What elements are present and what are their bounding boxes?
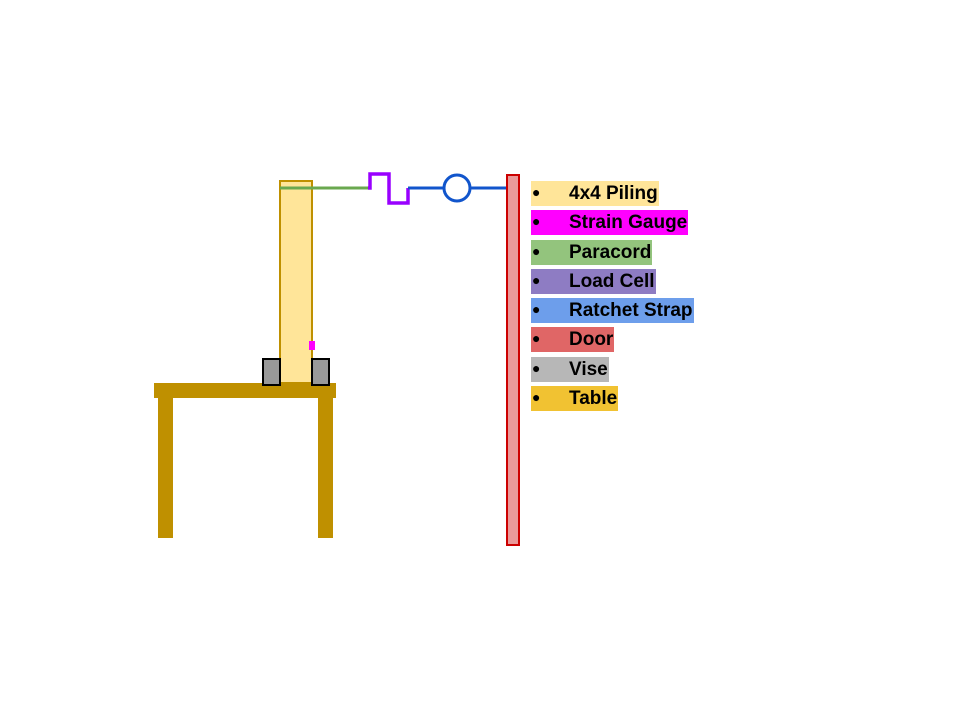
bullet-icon: ● bbox=[532, 213, 541, 230]
bullet-icon: ● bbox=[532, 359, 541, 376]
ratchet-strap bbox=[408, 173, 507, 203]
legend-item-ratchet-strap: ● Ratchet Strap bbox=[531, 298, 694, 327]
legend-label: Strain Gauge bbox=[569, 212, 688, 234]
bullet-icon: ● bbox=[532, 184, 541, 200]
legend-item-paracord: ● Paracord bbox=[531, 239, 694, 269]
legend-chip: ● Ratchet Strap bbox=[531, 298, 694, 324]
legend-item-vise: ● Vise bbox=[531, 356, 694, 386]
door bbox=[506, 174, 520, 546]
legend-item-load-cell: ● Load Cell bbox=[531, 268, 694, 298]
ratchet-strap-ring bbox=[442, 173, 472, 203]
legend-chip: ● Strain Gauge bbox=[531, 210, 689, 236]
legend-chip: ● Table bbox=[531, 386, 619, 412]
bullet-icon: ● bbox=[532, 330, 541, 347]
legend-chip: ● Load Cell bbox=[531, 268, 656, 294]
legend-chip: ● Door bbox=[531, 327, 615, 353]
bullet-icon: ● bbox=[532, 271, 541, 288]
legend-item-strain-gauge: ● Strain Gauge bbox=[531, 210, 694, 239]
table-top bbox=[154, 383, 336, 398]
legend-label: Door bbox=[569, 329, 614, 351]
legend-label: 4x4 Piling bbox=[569, 183, 658, 204]
legend-label: Ratchet Strap bbox=[569, 300, 693, 322]
legend: ● 4x4 Piling ● Strain Gauge ● Paracord ● Load C… bbox=[531, 181, 694, 415]
legend-chip: ● 4x4 Piling bbox=[531, 181, 659, 206]
vise-jaw-right bbox=[311, 358, 330, 386]
bullet-icon: ● bbox=[532, 301, 541, 318]
legend-label: Vise bbox=[569, 358, 608, 380]
bullet-icon: ● bbox=[532, 242, 541, 259]
table bbox=[154, 383, 336, 538]
legend-item-door: ● Door bbox=[531, 327, 694, 356]
bullet-icon: ● bbox=[532, 389, 541, 406]
legend-label: Load Cell bbox=[569, 270, 655, 292]
legend-label: Paracord bbox=[569, 241, 652, 263]
table-leg-right bbox=[318, 398, 333, 538]
strain-gauge bbox=[309, 341, 315, 350]
legend-chip: ● Vise bbox=[531, 356, 609, 382]
legend-chip: ● Paracord bbox=[531, 239, 653, 265]
legend-item-table: ● Table bbox=[531, 386, 694, 415]
table-leg-left bbox=[158, 398, 173, 538]
legend-label: Table bbox=[569, 388, 618, 410]
piling bbox=[279, 180, 313, 384]
load-cell bbox=[368, 172, 410, 205]
vise bbox=[262, 358, 330, 386]
vise-jaw-left bbox=[262, 358, 281, 386]
legend-item-piling: ● 4x4 Piling bbox=[531, 181, 694, 210]
